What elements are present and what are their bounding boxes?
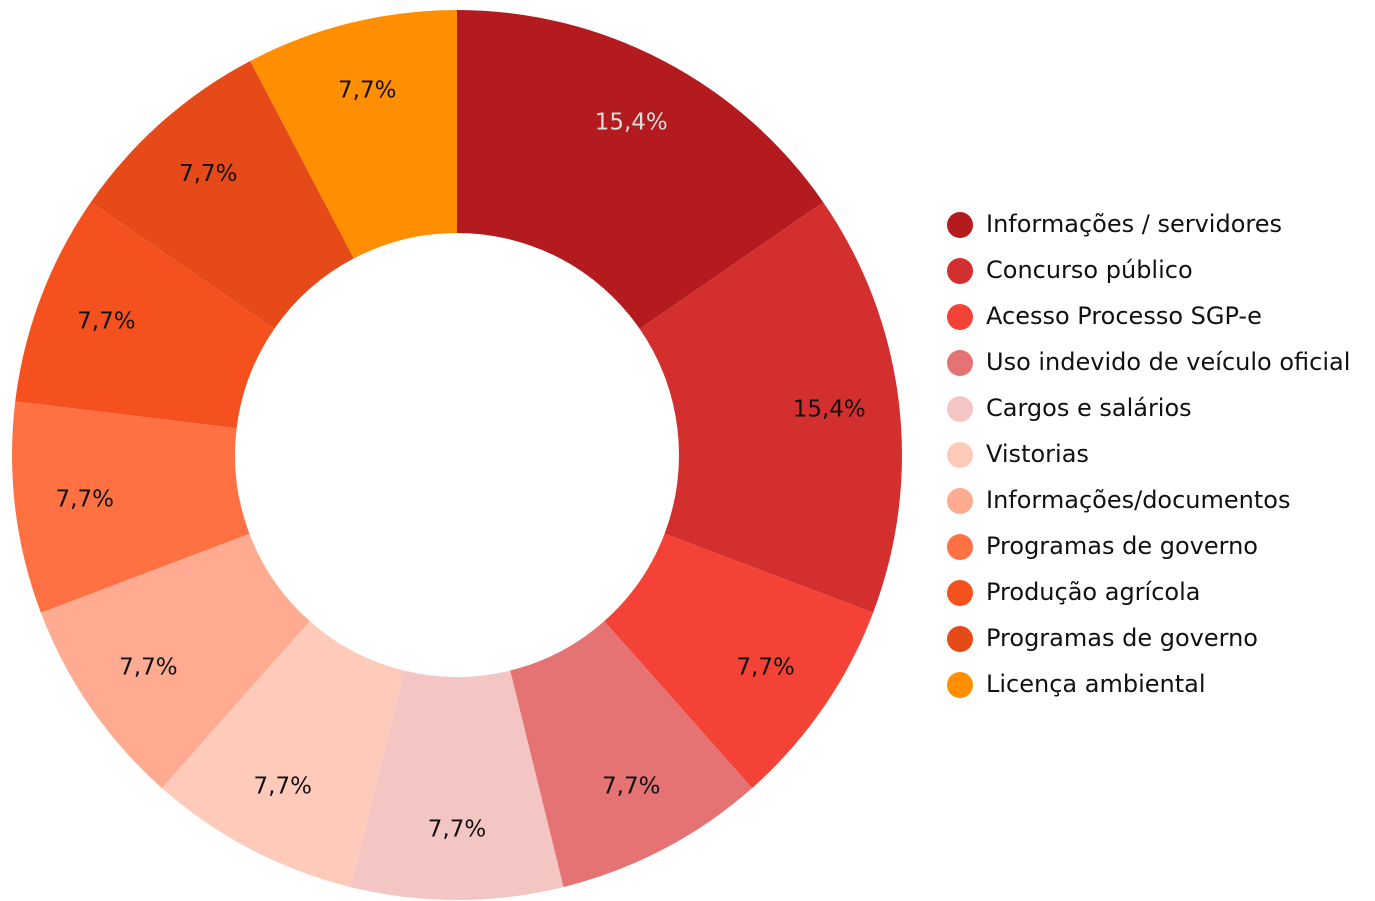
slice-label: 7,7% [602,774,660,800]
slice-label: 7,7% [338,77,396,103]
slice [639,202,902,613]
slice [12,401,250,613]
slice-label: 7,7% [428,817,486,843]
slice [350,670,564,900]
slice [510,621,753,888]
legend-swatch [947,396,973,422]
legend-label: Concurso público [986,256,1193,284]
slice-label: 7,7% [736,655,794,681]
legend-swatch [947,534,973,560]
legend-swatch [947,488,973,514]
slice [40,533,310,789]
slice-label: 7,7% [254,774,312,800]
legend-swatch [947,442,973,468]
slice [604,533,874,789]
legend-swatch [947,304,973,330]
legend-swatch [947,212,973,238]
slice [90,60,354,329]
slice [161,621,404,888]
slice-label: 7,7% [179,161,237,187]
legend-label: Uso indevido de veículo oficial [986,348,1350,376]
legend-label: Programas de governo [986,624,1258,652]
legend-swatch [947,672,973,698]
legend-label: Produção agrícola [986,578,1200,606]
slice [457,10,824,329]
legend-swatch [947,258,973,284]
slice-label: 15,4% [793,396,866,422]
legend-label: Licença ambiental [986,670,1206,698]
slice-label: 7,7% [119,655,177,681]
slice [250,10,457,259]
legend-label: Acesso Processo SGP-e [986,302,1262,330]
slice-label: 15,4% [595,109,668,135]
slice-label: 7,7% [77,309,135,335]
legend-swatch [947,350,973,376]
legend-swatch [947,580,973,606]
legend-swatch [947,626,973,652]
legend-label: Informações / servidores [986,210,1282,238]
legend-label: Informações/documentos [986,486,1290,514]
slice [15,202,275,429]
legend-label: Programas de governo [986,532,1258,560]
legend-label: Cargos e salários [986,394,1192,422]
legend-label: Vistorias [986,440,1089,468]
slice-label: 7,7% [56,487,114,513]
